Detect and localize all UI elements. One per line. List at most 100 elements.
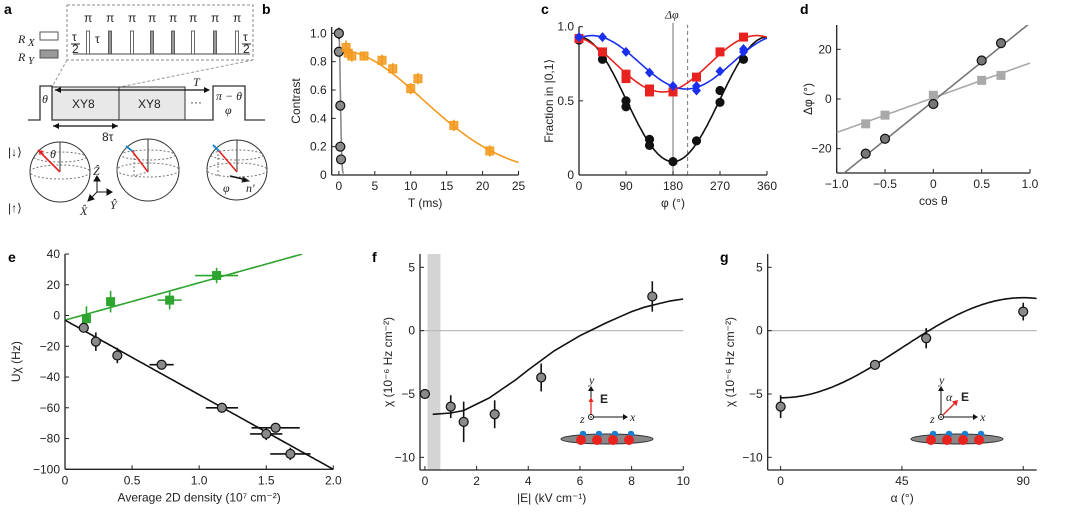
geometry-inset: Ey x z xyxy=(560,373,654,445)
final-pulse-angle: π − θ xyxy=(216,89,242,103)
x-tick-label: 4 xyxy=(525,474,532,488)
data-point-red xyxy=(645,87,654,97)
data-point-dark-gray xyxy=(879,133,891,144)
panel-d: d −1.0 −0.5 0 0.5 1.0 −20 0 20 cos θ Δφ (°) xyxy=(800,1,1039,208)
tau-half-den: 2 xyxy=(243,42,250,56)
y-tick-label: 0 xyxy=(756,324,763,338)
y-axis-label: χ (10⁻⁶ Hz cm⁻²) xyxy=(381,317,395,407)
y-tick-label: −5 xyxy=(749,387,763,401)
x-tick-label: 0 xyxy=(62,473,69,487)
y-axis-label: χ (10⁻⁶ Hz cm⁻²) xyxy=(723,317,737,407)
y-axis-label: Contrast xyxy=(289,78,303,124)
T-label: T xyxy=(193,75,201,89)
panel-label-f: f xyxy=(372,249,377,265)
y-tick-label: 0.5 xyxy=(557,94,574,108)
trap-ellipse xyxy=(560,433,654,445)
x-axis-label: |E| (kV cm⁻¹) xyxy=(517,491,586,505)
bloch-sphere-3: φ n′ xyxy=(206,139,268,201)
data-point-blue xyxy=(668,81,678,92)
z-axis-label: Ẑ xyxy=(93,164,100,178)
data-point-green xyxy=(106,297,116,307)
x-tick-label: 10 xyxy=(677,474,691,488)
data-point-black xyxy=(715,97,725,107)
arrow-head-icon xyxy=(973,414,978,420)
pi-label: π xyxy=(189,11,197,25)
data-point-black xyxy=(668,157,678,167)
pulse-ry xyxy=(108,30,112,55)
arrow-head-icon xyxy=(588,386,594,391)
molecule-large-atom xyxy=(608,435,618,445)
y-tick-label: 1.0 xyxy=(310,26,327,40)
ry-swatch xyxy=(39,49,59,59)
y-axis-label: Uχ (Hz) xyxy=(9,341,23,382)
data-point-red xyxy=(692,72,701,82)
data-point-light-gray xyxy=(861,119,871,129)
x-tick-label: 0 xyxy=(422,474,429,488)
data-point-gray xyxy=(536,372,547,383)
sequence-outline xyxy=(28,85,265,121)
eight-tau-arrow: 8τ xyxy=(53,123,118,144)
x-tick-label: 0 xyxy=(576,179,583,193)
data-point-red xyxy=(715,47,725,57)
pulse-rx xyxy=(235,30,239,55)
panel-label-g: g xyxy=(720,249,729,265)
y-tick-label: 0 xyxy=(825,92,832,106)
x-tick-label: 0 xyxy=(777,474,784,488)
pi-label: π xyxy=(106,11,114,25)
data-point-black xyxy=(715,85,725,96)
y-tick-label: −10 xyxy=(742,450,763,464)
pi-label: π xyxy=(169,11,177,25)
y-tick-label: 0 xyxy=(567,168,574,182)
pi-label: π xyxy=(128,11,136,25)
pi-label: π xyxy=(233,11,241,25)
x-tick-label: 0.5 xyxy=(124,473,141,487)
eight-tau-label: 8τ xyxy=(102,130,114,144)
data-point-gray xyxy=(335,100,346,111)
legend-ry: R Y xyxy=(17,49,59,67)
pulse-ry xyxy=(213,30,217,55)
x-axis-label: Average 2D density (10⁷ cm⁻²) xyxy=(118,490,281,504)
spin-vector xyxy=(218,150,238,173)
data-point-light-gray xyxy=(996,70,1006,80)
data-point-blue xyxy=(739,46,748,57)
y-tick-label: 5 xyxy=(408,260,415,274)
data-point-orange xyxy=(347,51,357,61)
sphere-phi: φ xyxy=(223,181,230,195)
data-point-red xyxy=(739,32,748,42)
data-point-gray xyxy=(921,333,932,344)
axis-triad: Ẑ Ŷ X̂ xyxy=(79,164,118,218)
y-tick-label: −60 xyxy=(40,401,61,415)
fit-curve-green xyxy=(65,254,303,321)
fit-curve-gray xyxy=(780,296,1037,399)
inset-y-label: y xyxy=(588,373,595,387)
y-axis-label: Ŷ xyxy=(110,198,118,212)
inset-y-label: y xyxy=(938,373,945,387)
angle-label: α xyxy=(946,390,953,404)
data-point-black xyxy=(597,54,608,64)
panel-f: f 0 2 4 6 8 10 −10 −5 0 5 |E| (kV cm⁻¹) χ (10⁻⁶ Hz c… xyxy=(372,249,690,505)
data-point-blue xyxy=(715,66,725,77)
panel-e: e 0 0.5 1.0 1.5 2.0 −100 −80 −60 −40 −20 0 20 40 Avera… xyxy=(8,247,342,504)
y-axis-label: Fraction in |0,1⟩ xyxy=(542,59,556,143)
molecule-large-atom xyxy=(942,435,952,445)
molecule-large-atom xyxy=(926,435,936,445)
data-point-gray xyxy=(445,401,456,412)
data-point-orange xyxy=(406,84,416,94)
data-point-black xyxy=(621,102,631,112)
rx-sub: X xyxy=(27,37,36,49)
x-tick-label: 270 xyxy=(710,179,730,193)
sphere-n-prime: n′ xyxy=(246,181,255,195)
fit-curve-gray xyxy=(65,319,334,470)
rx-swatch xyxy=(39,31,59,41)
x-tick-label: 8 xyxy=(628,474,635,488)
data-point-orange xyxy=(377,55,387,65)
data-point-orange xyxy=(485,146,495,156)
x-axis-label: α (°) xyxy=(891,491,914,505)
pi-label: π xyxy=(148,11,156,25)
x-tick-label: 180 xyxy=(663,179,683,193)
x-axis-label: φ (°) xyxy=(661,196,685,210)
arrow-head-icon xyxy=(623,414,628,420)
spin-vector-tip xyxy=(212,144,220,152)
inset-z-label: z xyxy=(579,412,585,426)
